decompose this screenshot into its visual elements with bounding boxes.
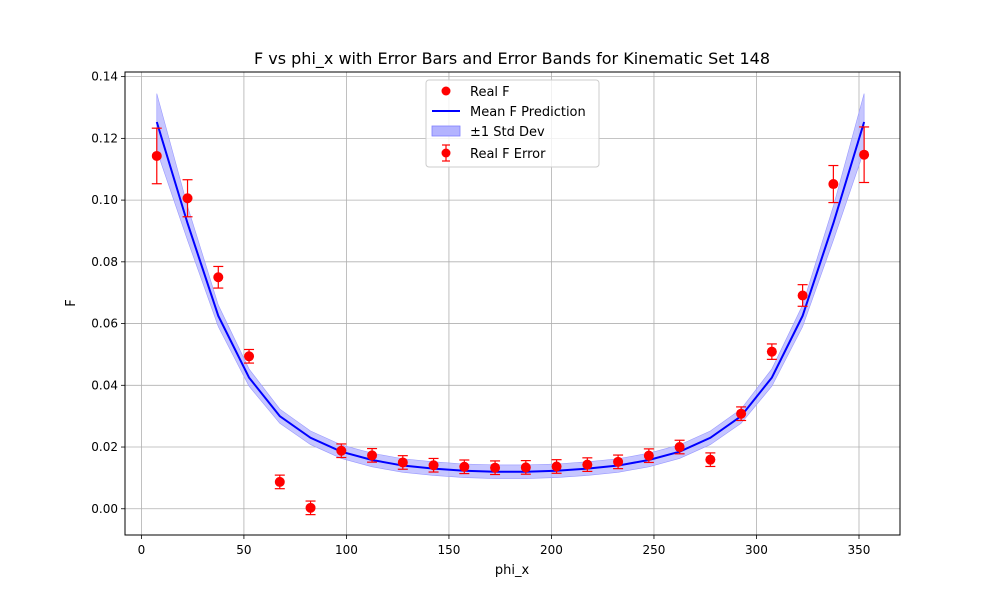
legend-marker-std-band [431, 125, 461, 137]
legend-label-mean: Mean F Prediction [470, 105, 586, 120]
data-point [859, 149, 870, 160]
legend-label-error: Real F Error [470, 147, 546, 162]
plot-frame [124, 71, 901, 536]
x-tick-label: 250 [643, 543, 666, 557]
chart-title: F vs phi_x with Error Bars and Error Ban… [254, 49, 770, 69]
data-point [244, 351, 255, 362]
data-point [705, 454, 716, 465]
y-tick-label: 0.06 [91, 317, 118, 331]
data-point [643, 450, 654, 461]
x-tick-label: 200 [540, 543, 563, 557]
data-point [367, 450, 378, 461]
data-point [397, 457, 408, 468]
x-tick-label: 50 [236, 543, 251, 557]
y-axis-label: F [64, 299, 79, 306]
y-tick-label: 0.02 [91, 440, 118, 454]
data-point [305, 502, 316, 513]
y-tick-label: 0.14 [91, 70, 118, 84]
legend-marker-real-f [441, 86, 451, 96]
data-point [736, 408, 747, 419]
y-tick-label: 0.12 [91, 131, 118, 145]
data-point [459, 461, 470, 472]
prediction-line-layer [155, 121, 866, 473]
legend-marker-error [441, 148, 451, 158]
y-tick-label: 0.08 [91, 255, 118, 269]
data-point [274, 476, 285, 487]
y-tick-label: 0.00 [91, 502, 118, 516]
data-point [151, 150, 162, 161]
legend: Real F Mean F Prediction ±1 Std Dev Real… [425, 79, 600, 168]
axis-ticks: 0 50 100 150 200 250 300 350 0.00 0.02 0.04 0.06 0.0… [91, 70, 870, 557]
y-tick-label: 0.10 [91, 193, 118, 207]
x-axis-label: phi_x [495, 563, 530, 578]
data-point [490, 462, 501, 473]
data-point [336, 445, 347, 456]
x-tick-label: 150 [437, 543, 460, 557]
y-tick-label: 0.04 [91, 378, 118, 392]
x-tick-label: 300 [745, 543, 768, 557]
legend-box [425, 79, 600, 168]
data-point [766, 346, 777, 357]
x-tick-label: 0 [138, 543, 146, 557]
mean-prediction-line [155, 121, 866, 473]
data-points [151, 126, 870, 516]
data-point [520, 462, 531, 473]
data-point [582, 459, 593, 470]
legend-label-real-f: Real F [470, 85, 510, 100]
data-point [428, 460, 439, 471]
data-point [213, 272, 224, 283]
data-point [828, 179, 839, 190]
data-point [797, 290, 808, 301]
x-tick-label: 100 [335, 543, 358, 557]
data-point [182, 193, 193, 204]
data-point [674, 442, 685, 453]
data-point [551, 461, 562, 472]
x-tick-label: 350 [848, 543, 871, 557]
legend-label-std: ±1 Std Dev [470, 125, 545, 140]
data-point [613, 456, 624, 467]
